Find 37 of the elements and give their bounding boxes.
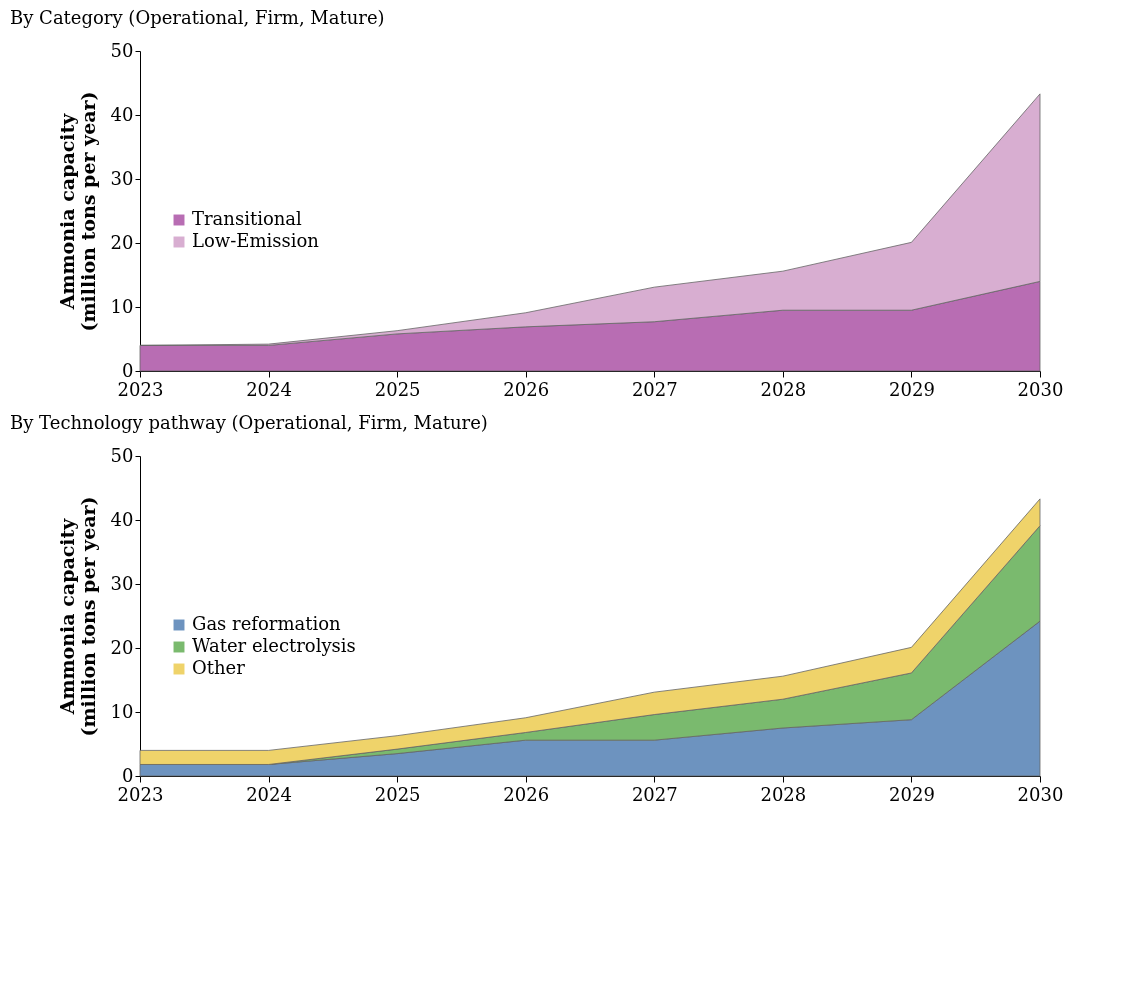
y-axis-title: Ammonia capacity (million tons per year) bbox=[55, 91, 99, 332]
y-tick-label: 40 bbox=[110, 103, 134, 125]
x-tick-label: 2024 bbox=[246, 783, 292, 805]
y-tick-label: 10 bbox=[110, 295, 134, 317]
y-tick-label: 30 bbox=[110, 572, 134, 594]
legend-label: Low-Emission bbox=[192, 230, 320, 251]
y-tick-label: 40 bbox=[110, 508, 134, 530]
y-tick-label: 0 bbox=[122, 359, 134, 381]
y-axis-title: Ammonia capacity (million tons per year) bbox=[55, 496, 99, 737]
legend-label: Gas reformation bbox=[192, 613, 342, 634]
x-tick-label: 2027 bbox=[631, 783, 678, 805]
x-tick-label: 2030 bbox=[1017, 783, 1064, 805]
x-tick-label: 2023 bbox=[117, 783, 164, 805]
y-tick-label: 10 bbox=[110, 700, 134, 722]
x-tick-label: 2026 bbox=[503, 378, 550, 400]
x-tick-label: 2028 bbox=[760, 378, 807, 400]
y-tick-label: 0 bbox=[122, 764, 134, 786]
x-tick-label: 2024 bbox=[246, 378, 292, 400]
x-tick-label: 2026 bbox=[503, 783, 550, 805]
x-tick-label: 2025 bbox=[374, 378, 421, 400]
chart-title: By Category (Operational, Firm, Mature) bbox=[10, 7, 385, 28]
x-tick-label: 2027 bbox=[631, 378, 678, 400]
chart-title: By Technology pathway (Operational, Firm, Mature) bbox=[10, 412, 488, 433]
legend-label: Other bbox=[192, 657, 246, 678]
x-tick-label: 2029 bbox=[889, 378, 935, 400]
x-tick-label: 2030 bbox=[1017, 378, 1064, 400]
y-tick-label: 20 bbox=[110, 231, 134, 253]
y-tick-label: 50 bbox=[110, 444, 134, 466]
y-tick-label: 30 bbox=[110, 167, 134, 189]
legend-label: Transitional bbox=[192, 208, 303, 229]
y-tick-label: 50 bbox=[110, 39, 134, 61]
legend-label: Water electrolysis bbox=[192, 635, 356, 656]
x-tick-label: 2025 bbox=[374, 783, 421, 805]
y-tick-label: 20 bbox=[110, 636, 134, 658]
x-tick-label: 2028 bbox=[760, 783, 807, 805]
x-tick-label: 2029 bbox=[889, 783, 935, 805]
x-tick-label: 2023 bbox=[117, 378, 164, 400]
